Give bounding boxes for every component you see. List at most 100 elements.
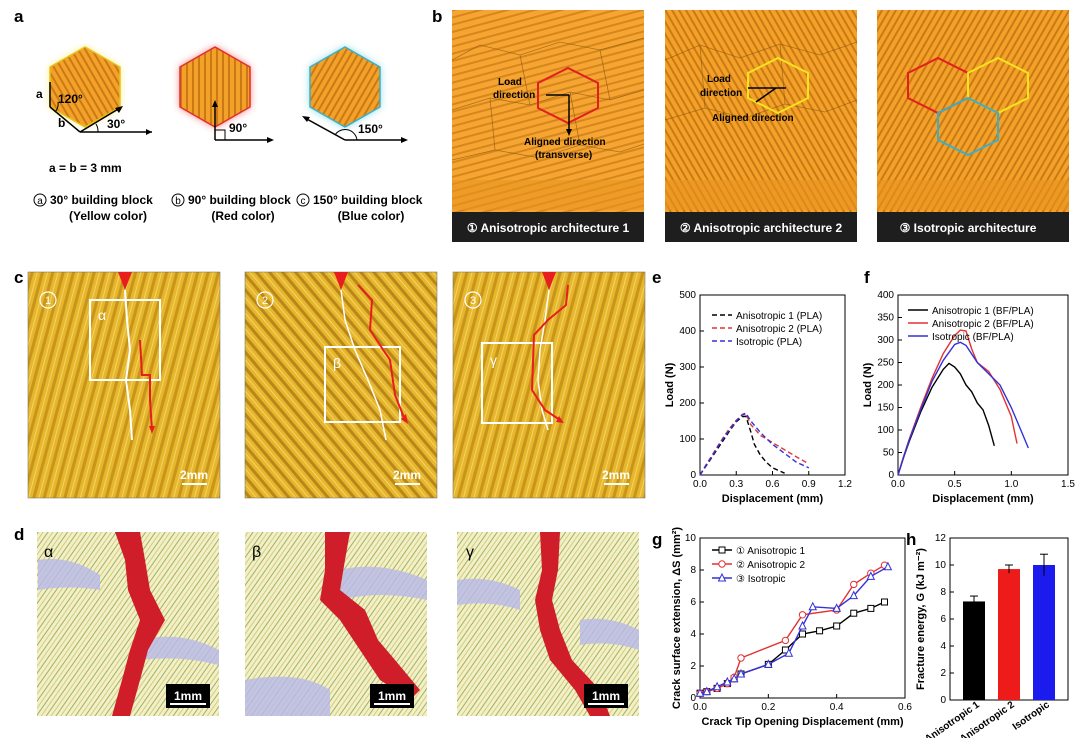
y-axis-label: Load (N) [862,362,874,407]
x-tick-label: 1.2 [838,479,852,490]
block-color-yellow: (Yellow color) [69,209,147,223]
y-tick-label: 200 [877,380,894,391]
legend-entry-2: Anisotropic 2 (PLA) [736,324,822,335]
y-tick-label: 0 [690,693,696,704]
x-tick-label: 0.0 [891,479,905,490]
y-tick-label: 8 [690,565,696,576]
point-triangle [695,688,705,697]
block-title-30: 30° building block [50,193,153,207]
point-triangle [764,659,773,668]
point-triangle [723,676,732,686]
y-tick-label: 0 [690,470,696,481]
architecture-caption-1: ① Anisotropic architecture 1 [467,221,630,235]
angle-label-120: 120° [58,92,83,106]
scale-d1: 1mm [174,689,202,703]
panel-a: 120° 30° a b 90° 150° a = b = 3 m [33,46,423,223]
angle-label-30: 30° [107,117,125,131]
legend-marker [718,546,726,554]
y-tick-label: 6 [690,597,696,608]
point-triangle [849,590,859,600]
y-tick-label: 12 [935,533,947,544]
series-line-3 [897,341,1029,476]
x-tick-label: 0.3 [729,479,743,490]
y-axis-label: Load (N) [664,362,676,407]
series-line-1 [897,362,995,476]
y-tick-label: 200 [679,398,696,409]
greek-gamma-c: γ [490,352,497,368]
point-triangle [736,668,746,678]
architecture-image-1: Load direction Aligned direction (transv… [451,10,645,242]
building-block-30: 120° 30° a b [36,46,152,135]
series-line-3 [699,566,889,694]
point-triangle [832,603,841,612]
panel-c: 1 α 2mm 2 β 2mm 3 γ [27,271,646,499]
block-color-blue: (Blue color) [338,209,405,223]
x-tick-label: 1.5 [1061,479,1075,490]
block-title-90: 90° building block [188,193,291,207]
point-triangle [866,571,876,580]
side-label-a: a [36,87,43,101]
panel-b: Load direction Aligned direction (transv… [451,10,1069,242]
chart-e: 0.0 0.3 0.6 0.9 1.2 0 100 200 300 400 500 Displacem… [664,290,852,505]
y-tick-label: 150 [877,403,894,414]
y-tick-label: 4 [940,641,946,652]
panel-label-c: c [14,268,23,287]
architecture-caption-2: ② Anisotropic architecture 2 [680,221,843,235]
y-tick-label: 2 [940,668,946,679]
y-tick-label: 4 [690,629,696,640]
aligned-direction-label: Aligned direction [712,113,794,124]
y-tick-label: 500 [679,290,696,301]
x-tick-label: 0.4 [830,702,844,713]
y-tick-label: 100 [679,434,696,445]
legend-entry-1: Anisotropic 1 (PLA) [736,311,822,322]
legend-entry-1: Anisotropic 1 (BF/PLA) [932,306,1034,317]
legend-marker [717,572,727,582]
badge-c: c [301,196,306,207]
series-line-1 [699,415,785,476]
x-tick-label: 0.2 [761,702,775,713]
plot-frame [699,294,846,476]
chart-f: 0.0 0.5 1.0 1.5 0 50 100 150 200 250 300 350 400 Disp… [862,290,1075,505]
greek-gamma-d: γ [466,544,474,561]
y-axis-label: Fracture energy, G (kJ m⁻²) [915,548,927,690]
block-caption-150: c 150° building block (Blue color) [296,193,423,223]
bar-3 [1033,565,1055,700]
point-square [850,609,858,617]
point-triangle [784,648,794,657]
bar-1 [963,601,985,700]
point-triangle [702,686,712,696]
x-tick-label: 0.0 [693,479,707,490]
y-tick-label: 300 [877,335,894,346]
scale-c2: 2mm [393,468,421,482]
point-square [881,598,888,606]
legend-entry-3: ③ Isotropic [736,574,786,585]
x-tick-label: 0.0 [693,702,707,713]
chart-g: 0.0 0.2 0.4 0.6 0 2 4 6 8 10 Crack Tip Opening Dis… [671,527,912,728]
building-block-90: 90° [179,46,274,143]
y-tick-label: 350 [877,313,894,324]
dimension-note: a = b = 3 mm [49,161,122,175]
micro-image-beta: β 1mm [245,532,427,716]
point-square [833,622,841,630]
aligned-transverse-label: Aligned direction [524,137,606,148]
y-tick-label: 50 [883,448,895,459]
scale-d2: 1mm [378,689,406,703]
point-triangle [883,561,893,571]
y-tick-label: 10 [935,560,947,571]
bar-2 [998,569,1020,700]
y-tick-label: 0 [940,695,946,706]
y-tick-label: 0 [888,470,894,481]
panel-label-b: b [432,7,442,26]
y-tick-label: 10 [685,533,697,544]
legend-marker [718,560,726,568]
legend-entry-2: ② Anisotropic 2 [736,560,805,571]
y-axis-label: Crack surface extension, ΔS (mm²) [671,527,683,709]
x-axis-label: Crack Tip Opening Displacement (mm) [701,716,903,728]
point-circle [781,636,790,645]
x-tick-label: 0.5 [948,479,962,490]
x-axis-label: Displacement (mm) [722,493,824,505]
load-direction-label-1a: Load [498,77,522,88]
crack-image-1: 1 α 2mm [27,271,221,499]
angle-label-90: 90° [229,121,247,135]
